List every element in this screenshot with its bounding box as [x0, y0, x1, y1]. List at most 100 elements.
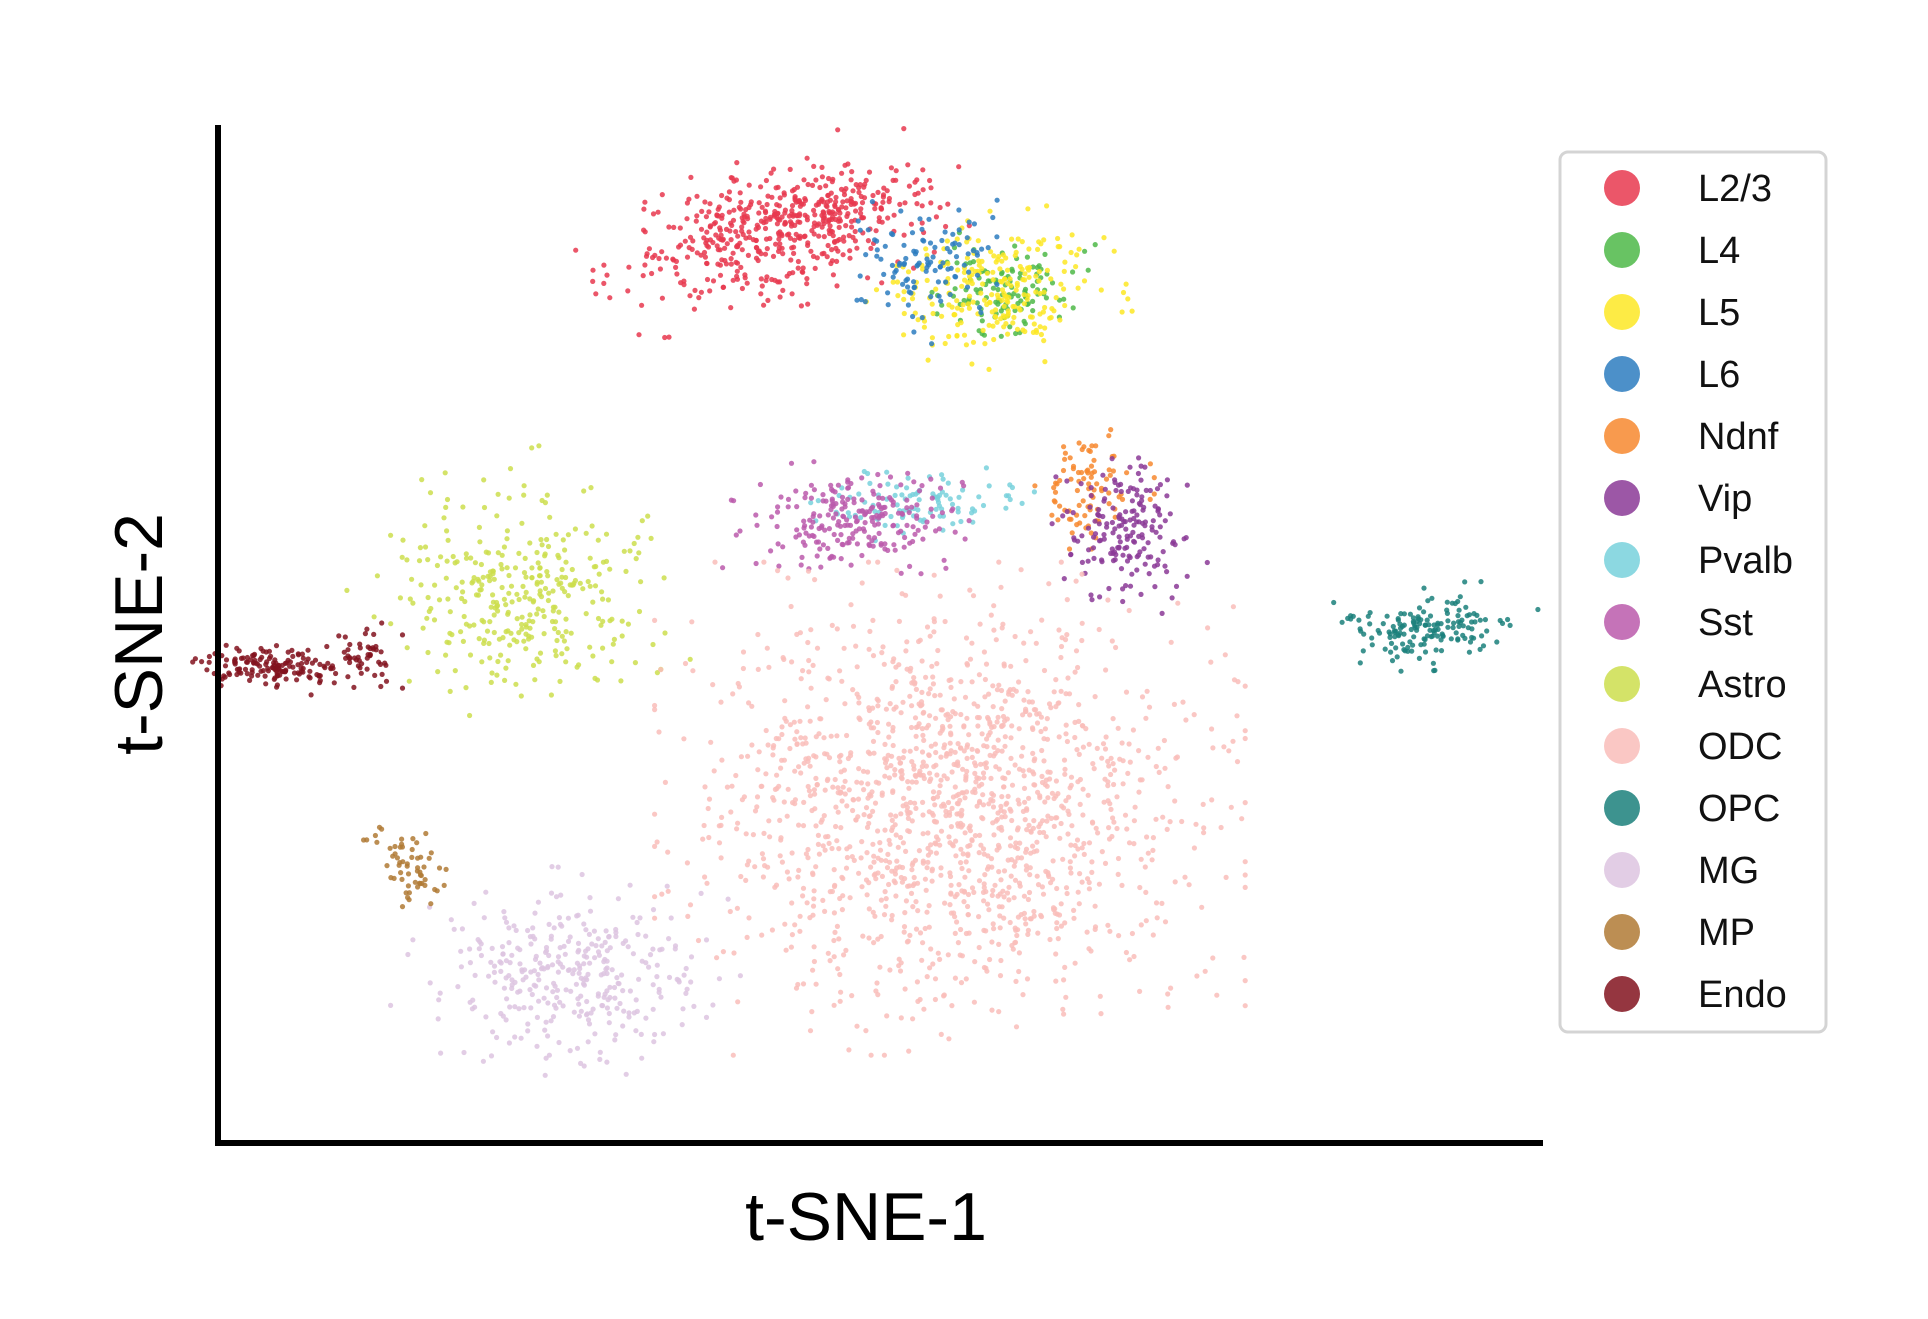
point: [646, 964, 652, 970]
point: [583, 927, 589, 933]
point: [537, 650, 544, 656]
point: [953, 853, 959, 859]
point: [307, 675, 313, 681]
point: [599, 589, 605, 595]
point: [931, 764, 937, 770]
point: [1052, 499, 1058, 505]
point: [830, 784, 836, 790]
point: [875, 828, 881, 834]
point: [1013, 840, 1019, 846]
point: [555, 629, 561, 636]
point: [815, 539, 822, 545]
point: [605, 997, 611, 1003]
point: [1076, 246, 1082, 252]
point: [984, 270, 990, 276]
point: [774, 509, 781, 515]
point: [954, 298, 960, 304]
point: [991, 627, 997, 633]
point: [795, 981, 801, 988]
point: [965, 251, 971, 257]
point: [1155, 557, 1161, 563]
point: [706, 834, 712, 841]
point: [961, 748, 967, 754]
point: [907, 563, 913, 570]
point: [554, 577, 560, 583]
point: [900, 840, 907, 846]
point: [939, 707, 945, 713]
point: [814, 645, 821, 651]
point: [487, 578, 493, 584]
point: [333, 670, 339, 677]
point: [1024, 976, 1031, 982]
legend-marker: [1604, 604, 1640, 640]
point: [1089, 597, 1095, 603]
legend-marker: [1604, 542, 1640, 578]
point: [828, 507, 834, 513]
point: [1057, 503, 1063, 509]
point: [542, 1027, 548, 1033]
point: [932, 976, 939, 982]
point: [602, 939, 608, 946]
point: [1116, 515, 1122, 522]
point: [820, 542, 827, 548]
point: [519, 520, 525, 526]
point: [1069, 530, 1075, 536]
point: [1045, 769, 1051, 775]
point: [1038, 728, 1044, 735]
point: [794, 504, 800, 510]
point: [1134, 492, 1140, 498]
point: [905, 302, 912, 308]
point: [700, 836, 706, 842]
point: [944, 751, 950, 757]
point: [262, 673, 268, 679]
point: [583, 530, 589, 536]
point: [580, 586, 586, 592]
point: [717, 262, 724, 268]
point: [517, 988, 523, 994]
point: [866, 534, 872, 540]
point: [619, 618, 625, 624]
point: [827, 958, 833, 964]
point: [930, 961, 936, 967]
point: [923, 246, 929, 252]
point: [931, 629, 937, 635]
point: [987, 208, 993, 214]
point: [976, 850, 982, 856]
point: [1022, 817, 1028, 823]
point: [1035, 930, 1041, 936]
point: [445, 537, 451, 543]
point: [611, 984, 618, 991]
point: [1038, 331, 1044, 338]
point: [1080, 498, 1086, 504]
point: [613, 933, 619, 940]
point: [755, 666, 761, 673]
point: [1057, 317, 1063, 323]
point: [1032, 756, 1038, 762]
point: [976, 783, 982, 789]
point: [1102, 860, 1109, 867]
point: [1064, 508, 1070, 515]
point: [472, 560, 478, 566]
point: [525, 1028, 531, 1034]
point: [418, 872, 424, 879]
point: [623, 1071, 629, 1077]
point: [966, 868, 972, 874]
point: [588, 485, 594, 491]
point: [926, 216, 932, 222]
point: [454, 559, 460, 565]
point: [984, 736, 990, 742]
point: [1184, 482, 1190, 488]
point: [707, 237, 714, 243]
point: [1099, 559, 1105, 565]
point: [404, 557, 410, 563]
point: [489, 670, 495, 676]
point: [910, 313, 916, 320]
point: [956, 164, 962, 170]
point: [947, 840, 953, 846]
point: [532, 910, 538, 916]
point: [1026, 822, 1032, 829]
point: [999, 706, 1005, 712]
point: [600, 596, 606, 602]
point: [708, 739, 714, 745]
point: [1007, 324, 1013, 330]
